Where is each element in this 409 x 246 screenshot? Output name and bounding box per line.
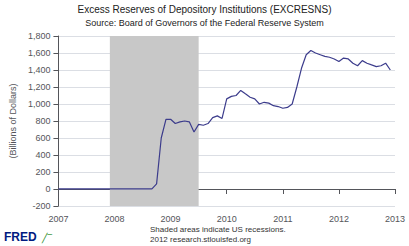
- svg-text:1,400: 1,400: [28, 65, 51, 75]
- svg-text:Source: Board of Governors of: Source: Board of Governors of the Federa…: [85, 18, 324, 28]
- svg-text:400: 400: [35, 150, 50, 160]
- svg-text:800: 800: [35, 116, 50, 126]
- svg-text:1,000: 1,000: [28, 99, 51, 109]
- svg-text:-200: -200: [32, 201, 50, 211]
- svg-text:2009: 2009: [161, 214, 181, 224]
- svg-text:600: 600: [35, 133, 50, 143]
- svg-text:2012 research.stlouisfed.org: 2012 research.stlouisfed.org: [150, 235, 251, 244]
- svg-text:1,600: 1,600: [28, 48, 51, 58]
- svg-text:2007: 2007: [48, 214, 68, 224]
- svg-text:2010: 2010: [217, 214, 237, 224]
- svg-text:(Billions of Dollars): (Billions of Dollars): [8, 83, 18, 158]
- svg-text:200: 200: [35, 167, 50, 177]
- svg-text:2013: 2013: [385, 214, 405, 224]
- svg-text:FRED: FRED: [4, 230, 37, 244]
- svg-text:╱‾: ╱‾: [41, 232, 52, 244]
- svg-text:1,800: 1,800: [28, 31, 51, 41]
- svg-text:2008: 2008: [105, 214, 125, 224]
- svg-text:2011: 2011: [273, 214, 292, 224]
- svg-text:Excess Reserves of Depository: Excess Reserves of Depository Institutio…: [78, 4, 332, 15]
- svg-text:1,200: 1,200: [28, 82, 51, 92]
- svg-text:2012: 2012: [329, 214, 349, 224]
- svg-text:Shaded areas indicate US reces: Shaded areas indicate US recessions.: [150, 225, 286, 234]
- svg-text:0: 0: [45, 184, 50, 194]
